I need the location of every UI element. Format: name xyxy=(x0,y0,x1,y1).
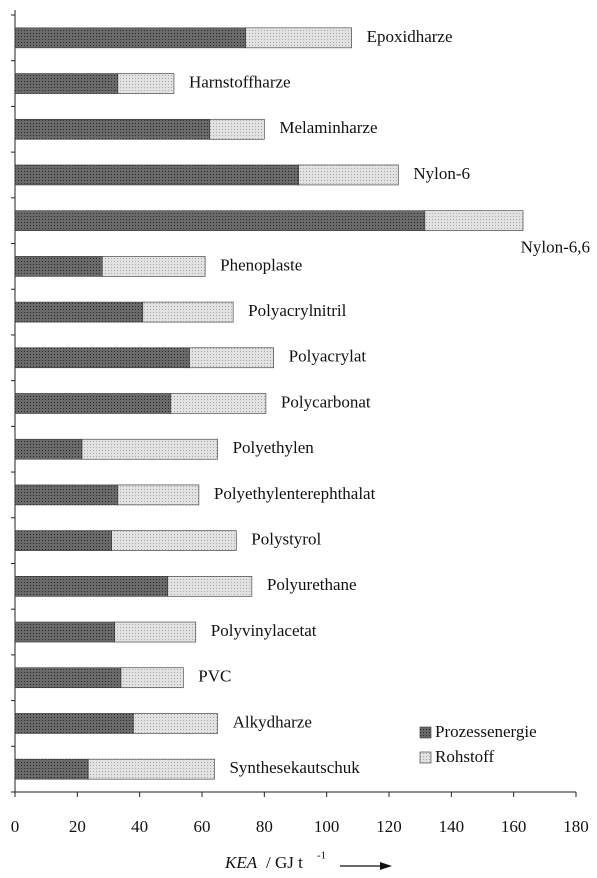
bar-segment xyxy=(14,438,83,460)
legend-label: Rohstoff xyxy=(435,747,495,766)
x-label-exponent: -1 xyxy=(317,850,326,862)
legend-label: Prozessenergie xyxy=(435,722,537,741)
category-label: PVC xyxy=(198,667,231,686)
x-label-main: KEA xyxy=(224,853,258,872)
bar-segment xyxy=(167,576,253,597)
bar-segment xyxy=(111,530,237,551)
category-label: Polyacrylat xyxy=(289,347,367,366)
bar-segment xyxy=(117,484,200,506)
arrow-head xyxy=(380,862,392,870)
category-label: Alkydharze xyxy=(233,712,312,731)
bar-segment xyxy=(14,347,190,369)
bar-segment xyxy=(14,393,172,414)
bar-segment xyxy=(14,164,299,186)
x-tick-label: 0 xyxy=(11,817,20,836)
bar-segment xyxy=(14,27,246,49)
bar-segment xyxy=(189,347,274,369)
x-tick-label: 160 xyxy=(501,817,527,836)
x-tick-label: 180 xyxy=(563,817,589,836)
category-label: Nylon-6 xyxy=(413,164,470,183)
bar-segment xyxy=(298,164,399,186)
bar-segment xyxy=(14,118,211,140)
category-label: Synthesekautschuk xyxy=(229,758,360,777)
bar-segment xyxy=(133,713,218,734)
x-tick-label: 20 xyxy=(69,817,86,836)
category-label: Epoxidharze xyxy=(367,27,453,46)
x-axis-label: KEA / GJ t -1 xyxy=(224,850,392,872)
bar-segment xyxy=(14,576,169,597)
x-tick-label: 80 xyxy=(256,817,273,836)
bar-segment xyxy=(424,210,524,231)
bar-segment xyxy=(14,484,119,506)
category-label: Polyacrylnitril xyxy=(248,301,346,320)
legend-swatch xyxy=(419,751,432,764)
bar-segment xyxy=(81,438,218,460)
bar-segment xyxy=(14,713,134,734)
bar-segment xyxy=(14,301,144,323)
bar-segment xyxy=(114,621,197,643)
category-label: Harnstoffharze xyxy=(189,72,291,91)
x-tick-label: 60 xyxy=(194,817,211,836)
bar-segment xyxy=(87,758,215,780)
category-label: Polyethylenterephthalat xyxy=(214,484,376,503)
bar-segment xyxy=(14,667,122,689)
bar-segment xyxy=(209,118,265,140)
legend-swatch xyxy=(419,726,432,739)
category-label: Polystyrol xyxy=(251,530,321,549)
bar-segment xyxy=(117,73,175,94)
bar-segment xyxy=(170,393,267,414)
bar-segment xyxy=(14,621,116,643)
bar-segment xyxy=(14,73,119,94)
bar-segment xyxy=(14,758,89,780)
x-tick-label: 100 xyxy=(314,817,340,836)
category-label: Melaminharze xyxy=(279,118,377,137)
x-tick-label: 140 xyxy=(439,817,465,836)
bar-segment xyxy=(120,667,184,689)
category-label: Phenoplaste xyxy=(220,255,302,274)
bar-segment xyxy=(142,301,234,323)
bar-segment xyxy=(14,530,112,551)
category-label: Polyurethane xyxy=(267,575,357,594)
category-label: Polycarbonat xyxy=(281,392,371,411)
bar-segment xyxy=(14,256,103,277)
x-tick-label: 120 xyxy=(376,817,402,836)
bar-segment xyxy=(245,27,352,49)
category-label: Polyvinylacetat xyxy=(211,621,317,640)
bar-segment xyxy=(101,256,206,277)
x-tick-label: 40 xyxy=(131,817,148,836)
x-label-unit: / GJ t xyxy=(266,853,303,872)
bar-segment xyxy=(14,210,426,231)
category-label: Nylon-6,6 xyxy=(521,238,590,257)
category-label: Polyethylen xyxy=(233,438,315,457)
